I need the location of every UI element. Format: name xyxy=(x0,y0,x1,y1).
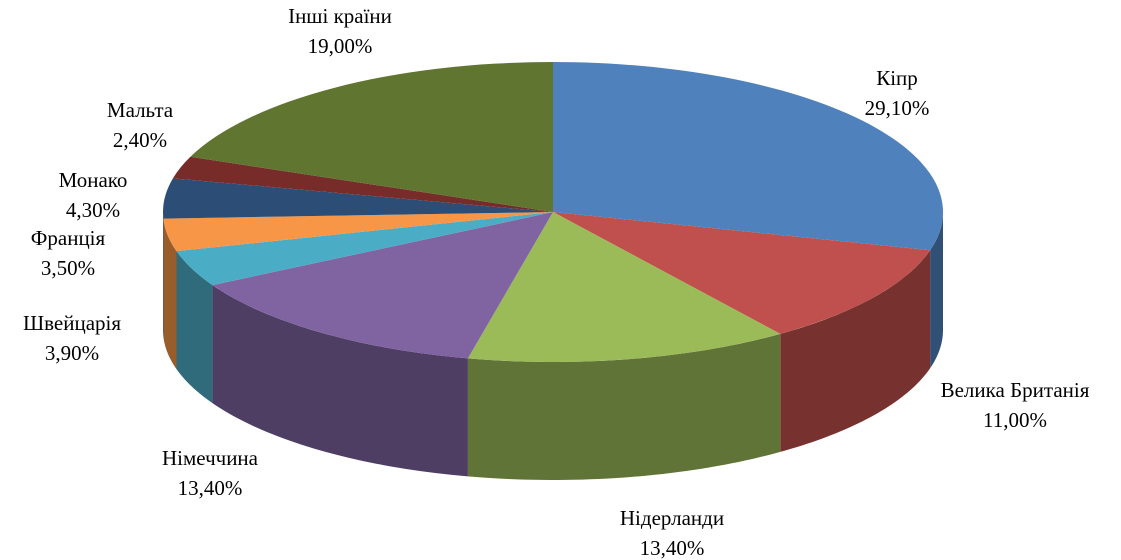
slice-value-label: 19,00% xyxy=(308,34,373,58)
slice-value-label: 3,50% xyxy=(41,256,95,280)
slice-label: Мальта xyxy=(107,98,174,122)
slice-value-label: 4,30% xyxy=(66,198,120,222)
pie-slice xyxy=(467,212,781,362)
pie-side xyxy=(212,285,468,477)
slice-value-label: 2,40% xyxy=(113,128,167,152)
pie-side xyxy=(930,212,943,369)
slice-label: Німеччина xyxy=(162,446,259,470)
pie-slice xyxy=(176,212,553,286)
pie-side xyxy=(780,250,931,452)
slice-label: Швейцарія xyxy=(23,311,121,335)
pie-side xyxy=(467,333,781,480)
slice-label: Нідерланди xyxy=(620,506,724,530)
slice-value-label: 29,10% xyxy=(865,96,930,120)
pie-side xyxy=(176,251,213,404)
pie-slice xyxy=(163,212,554,252)
pie-slice xyxy=(212,212,553,359)
slice-label: Монако xyxy=(59,168,128,192)
slice-label: Велика Британія xyxy=(941,378,1090,402)
slice-value-label: 11,00% xyxy=(983,408,1047,432)
pie-side xyxy=(163,218,177,370)
pie-slice xyxy=(190,62,553,212)
pie-slice xyxy=(172,156,554,212)
slice-label: Франція xyxy=(31,226,106,250)
slice-label: Кіпр xyxy=(876,66,918,90)
slice-value-label: 13,40% xyxy=(640,536,705,560)
slice-label: Інші країни xyxy=(288,4,392,28)
slice-value-label: 13,40% xyxy=(178,476,243,500)
pie-slice xyxy=(163,178,553,219)
slice-value-label: 3,90% xyxy=(45,341,99,365)
pie-slice xyxy=(553,62,943,251)
pie-slice xyxy=(553,212,931,334)
